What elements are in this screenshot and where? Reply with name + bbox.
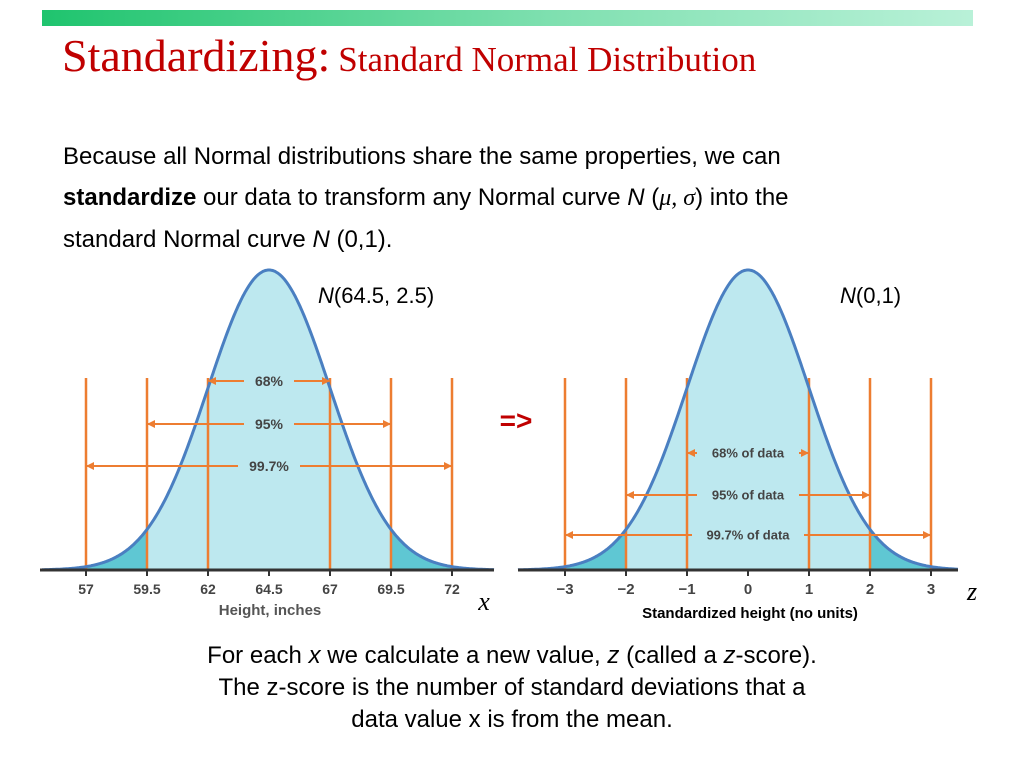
left-tick-label: 72 <box>444 581 460 597</box>
intro-part1: Because all Normal distributions share t… <box>63 143 781 170</box>
left-var-label: x <box>477 587 490 616</box>
bottom-x: x <box>308 642 321 669</box>
left-band-label: 99.7% <box>249 458 289 474</box>
right-fill-left-tail <box>518 529 626 570</box>
bottom-line1c: (called a <box>626 642 717 669</box>
intro-part3: standard Normal curve <box>63 226 306 253</box>
right-band-arrows: 68% of data 95% of data 99.7% of data <box>565 446 931 543</box>
left-tick-label: 64.5 <box>255 581 282 597</box>
left-band-label: 95% <box>255 416 284 432</box>
right-tick-label: 0 <box>744 581 752 598</box>
right-curve-fills <box>518 270 958 570</box>
right-label-N: N <box>840 283 856 308</box>
bottom-line3: data value x is from the mean. <box>351 706 673 733</box>
right-axis-ticks: −3 −2 −1 0 1 2 3 <box>556 570 935 598</box>
right-tick-label: 2 <box>866 581 874 598</box>
intro-part4: (0,1). <box>336 226 393 253</box>
left-axis-ticks: 57 59.5 62 64.5 67 69.5 72 <box>78 570 460 597</box>
left-tick-label: 59.5 <box>133 581 160 597</box>
right-tick-label: 1 <box>805 581 813 598</box>
left-tick-label: 57 <box>78 581 94 597</box>
intro-N1: N <box>627 184 645 211</box>
right-curve-line <box>517 268 958 572</box>
intro-bold-standardize: standardize <box>63 184 197 211</box>
right-band-label: 95% of data <box>712 488 785 503</box>
left-curve-fills <box>42 270 494 570</box>
right-fill-center <box>565 270 931 570</box>
left-tick-label: 62 <box>200 581 216 597</box>
transform-arrow: => <box>500 405 533 436</box>
left-band-arrows: 68% 95% 99.7% <box>86 373 452 474</box>
left-axis-title: Height, inches <box>219 602 322 619</box>
intro-comma: , <box>671 185 684 211</box>
slide-title: Standardizing: Standard Normal Distribut… <box>62 28 756 83</box>
intro-paragraph: Because all Normal distributions share t… <box>63 136 963 260</box>
right-tick-label: 3 <box>927 581 935 598</box>
right-axis-title: Standardized height (no units) <box>642 605 858 622</box>
right-tick-label: −2 <box>617 581 634 598</box>
left-distribution-label: N(64.5, 2.5) <box>318 283 434 308</box>
left-sd-lines <box>84 378 454 570</box>
right-band-label: 68% of data <box>712 446 785 461</box>
left-curve-line <box>42 268 495 572</box>
right-label-params: (0,1) <box>856 283 901 308</box>
intro-mu: μ <box>659 185 672 211</box>
title-sub: Standard Normal Distribution <box>338 40 757 79</box>
intro-N2: N <box>312 226 330 253</box>
intro-sigma: σ <box>683 185 696 211</box>
left-label-params: (64.5, 2.5) <box>334 283 434 308</box>
title-main: Standardizing: <box>62 30 331 81</box>
left-fill-left-tail <box>42 529 147 570</box>
left-fill-center <box>86 270 452 570</box>
right-var-label: z <box>966 577 977 606</box>
right-normal-curve: −3 −2 −1 0 1 2 3 68% of data 95% of data 99.7% o… <box>517 268 977 622</box>
left-tick-label: 69.5 <box>377 581 404 597</box>
left-normal-curve: 57 59.5 62 64.5 67 69.5 72 68% 95% 99.7% Height,… <box>40 268 495 619</box>
right-distribution-label: N(0,1) <box>840 283 901 308</box>
title-accent-bar <box>42 10 973 26</box>
left-label-N: N <box>318 283 334 308</box>
right-band-label: 99.7% of data <box>706 528 790 543</box>
bottom-line1b: we calculate a new value, <box>327 642 601 669</box>
left-tick-label: 67 <box>322 581 338 597</box>
bottom-line1d: -score). <box>735 642 817 669</box>
bottom-explanation: For each x we calculate a new value, z (… <box>112 640 912 736</box>
left-band-label: 68% <box>255 373 284 389</box>
right-fill-right-tail <box>870 529 958 570</box>
bottom-line2: The z-score is the number of standard de… <box>218 674 806 701</box>
left-fill-right-tail <box>391 529 494 570</box>
bottom-line1a: For each <box>207 642 302 669</box>
intro-params-close: ) into the <box>695 184 789 211</box>
intro-part2: our data to transform any Normal curve <box>203 184 621 211</box>
right-tick-label: −1 <box>678 581 695 598</box>
bottom-z2: z <box>723 642 736 669</box>
right-tick-label: −3 <box>556 581 573 598</box>
intro-params-open: ( <box>651 184 660 211</box>
bottom-z: z <box>607 642 620 669</box>
right-sd-lines <box>563 378 933 570</box>
